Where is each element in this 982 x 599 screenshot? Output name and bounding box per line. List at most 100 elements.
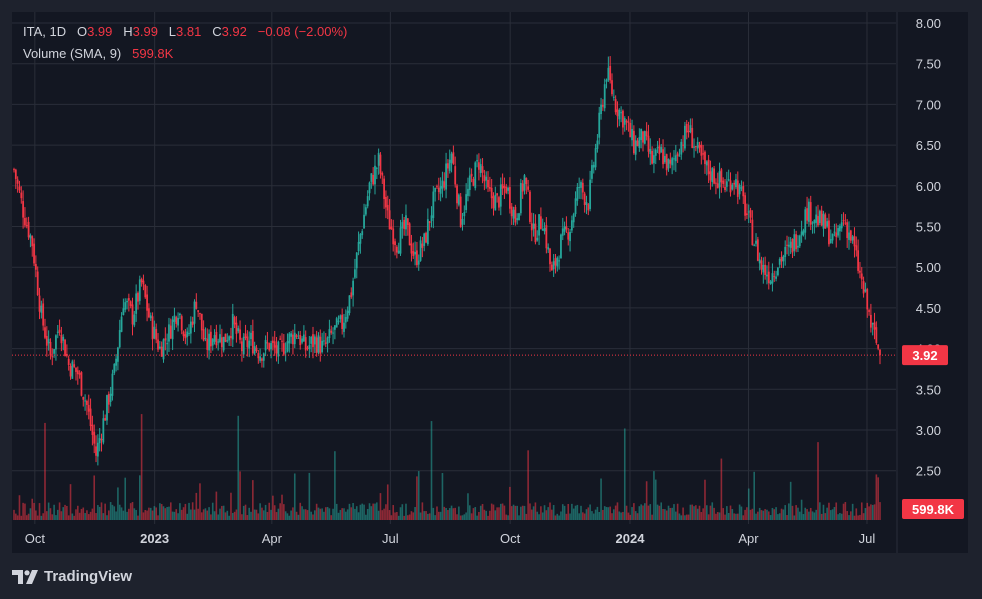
candle-body xyxy=(771,273,774,284)
candle-body xyxy=(541,229,544,231)
candle-body xyxy=(591,165,593,179)
candle-body xyxy=(747,211,750,213)
volume-bar xyxy=(292,507,294,520)
price-tick-label: 8.00 xyxy=(916,16,941,31)
volume-bar xyxy=(64,504,66,520)
candle-body xyxy=(328,329,331,339)
volume-bar xyxy=(527,450,529,520)
candle-body xyxy=(585,202,588,205)
last-price-label: 3.92 xyxy=(912,348,937,363)
candle-body xyxy=(202,329,205,341)
volume-bar xyxy=(113,506,116,520)
volume-bar xyxy=(673,504,675,520)
candle-body xyxy=(124,302,127,310)
volume-bar xyxy=(842,503,845,520)
volume-bar xyxy=(758,507,761,520)
candle-body xyxy=(13,169,15,171)
time-tick-label: Jul xyxy=(859,531,876,546)
candle-body xyxy=(295,335,298,338)
volume-bar xyxy=(439,511,442,520)
volume-bar xyxy=(640,504,642,520)
volume-bar xyxy=(162,506,165,520)
candle-body xyxy=(678,155,681,157)
candle-body xyxy=(443,181,446,188)
candle-body xyxy=(292,334,294,345)
volume-bar xyxy=(135,509,137,520)
candle-body xyxy=(405,215,407,230)
volume-bar xyxy=(97,505,99,520)
candle-body xyxy=(138,279,141,301)
candle-body xyxy=(501,184,504,189)
volume-bar xyxy=(532,506,535,520)
volume-bar xyxy=(197,508,199,520)
price-tick-label: 7.00 xyxy=(916,97,941,112)
volume-bar xyxy=(383,508,385,520)
price-tick-label: 7.50 xyxy=(916,57,941,72)
legend-interval[interactable]: 1D xyxy=(49,24,67,39)
tradingview-brand[interactable]: TradingView xyxy=(12,568,132,585)
candle-body xyxy=(795,234,798,250)
candle-body xyxy=(647,135,650,152)
candle-body xyxy=(385,196,387,208)
candle-body xyxy=(780,256,783,262)
candle-body xyxy=(735,179,737,188)
candle-body xyxy=(826,221,829,227)
volume-bar xyxy=(62,507,65,520)
candle-body xyxy=(470,173,473,177)
volume-bar xyxy=(622,511,624,520)
candle-body xyxy=(749,210,752,218)
candle-body xyxy=(638,137,641,148)
volume-bar xyxy=(489,510,491,520)
candle-body xyxy=(550,264,553,271)
candle-body xyxy=(492,196,495,209)
candle-body xyxy=(111,373,114,396)
volume-bar xyxy=(396,511,398,520)
candle-body xyxy=(180,316,183,331)
volume-bar xyxy=(487,515,489,520)
legend-symbol[interactable]: ITA xyxy=(23,24,43,39)
volume-bar xyxy=(660,502,663,520)
legend-high-label: H xyxy=(123,24,133,39)
volume-bar xyxy=(222,505,225,520)
volume-bar xyxy=(738,504,741,520)
volume-bar xyxy=(217,514,219,520)
candle-body xyxy=(519,182,522,214)
candle-body xyxy=(82,396,85,400)
volume-bar xyxy=(126,511,128,520)
volume-bar xyxy=(108,510,110,520)
volume-bar xyxy=(492,504,495,520)
candle-body xyxy=(270,343,272,350)
candle-body xyxy=(406,218,409,226)
volume-bar xyxy=(75,509,77,520)
candle-body xyxy=(84,400,87,402)
volume-bar xyxy=(746,507,748,520)
candle-body xyxy=(724,186,726,191)
volume-bar xyxy=(191,502,194,520)
candle-body xyxy=(228,336,231,341)
volume-bar xyxy=(266,511,269,520)
volume-bar xyxy=(321,508,323,520)
candle-body xyxy=(177,318,179,326)
volume-bar xyxy=(416,476,418,520)
candle-body xyxy=(335,318,338,328)
candle-body xyxy=(91,424,94,435)
candle-body xyxy=(55,335,57,350)
candle-body xyxy=(157,339,159,350)
volume-bar xyxy=(833,507,836,520)
volume-legend-label[interactable]: Volume (SMA, 9) xyxy=(23,46,122,61)
volume-bar xyxy=(388,510,391,520)
candle-body xyxy=(691,127,694,148)
volume-bar xyxy=(614,505,617,520)
candle-body xyxy=(457,194,460,205)
candle-body xyxy=(441,180,444,189)
candle-body xyxy=(395,246,398,253)
volume-bar xyxy=(295,511,298,520)
price-tick-label: 2.50 xyxy=(916,464,941,479)
candle-body xyxy=(530,223,533,231)
volume-bar xyxy=(611,513,613,520)
volume-badge-label: 599.8K xyxy=(912,502,955,517)
candle-body xyxy=(583,193,586,206)
candle-body xyxy=(671,158,674,166)
volume-bar xyxy=(137,515,139,520)
